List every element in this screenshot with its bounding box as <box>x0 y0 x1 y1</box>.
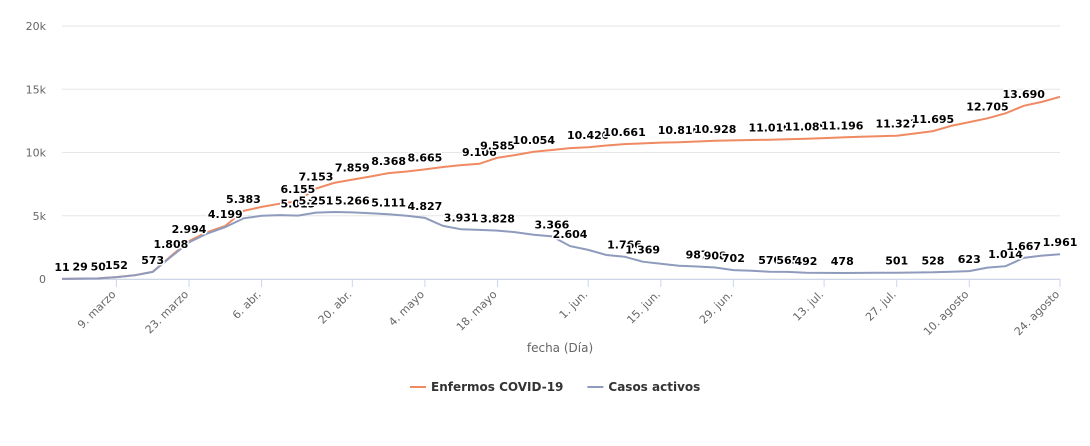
data-label: 11.010 <box>748 122 791 135</box>
data-label: 7.859 <box>335 162 370 175</box>
y-tick-label: 10k <box>26 147 47 160</box>
data-label: 1.808 <box>153 238 188 251</box>
data-label: 1.369 <box>625 244 660 257</box>
data-label: 11 <box>54 261 69 274</box>
series-line <box>61 210 1061 280</box>
data-label: 8.665 <box>408 151 443 164</box>
x-tick-label: 20. abr. <box>316 288 355 327</box>
data-label: 10.420 <box>567 129 610 142</box>
y-tick-label: 5k <box>33 210 47 223</box>
data-label: 10.054 <box>513 134 556 147</box>
x-tick-label: 27. jul. <box>863 288 899 324</box>
data-label: 1.961 <box>1043 236 1078 249</box>
y-tick-label: 0 <box>39 273 46 286</box>
data-label: 29 <box>72 261 87 274</box>
data-label: 8.368 <box>371 155 406 168</box>
data-label: 152 <box>105 259 128 272</box>
data-label: 1.766 <box>607 239 642 252</box>
x-tick-label: 1. jun. <box>557 288 591 322</box>
legend-label: Enfermos COVID-19 <box>431 380 563 394</box>
data-label: 2.604 <box>553 228 588 241</box>
data-label: 1.667 <box>1006 240 1041 253</box>
data-label: 12.705 <box>966 100 1008 113</box>
series-line <box>61 95 1061 280</box>
data-label: 987 <box>686 249 709 262</box>
data-label: 570 <box>758 254 781 267</box>
legend: Enfermos COVID-19 Casos activos <box>410 380 700 394</box>
data-label: 11.196 <box>821 119 864 132</box>
x-tick-label: 10. agosto <box>921 288 972 339</box>
x-axis-title: fecha (Día) <box>527 341 593 355</box>
data-label: 528 <box>921 254 944 267</box>
x-tick-label: 15. jun. <box>624 288 663 327</box>
data-label: 50 <box>91 260 107 273</box>
x-tick-label: 29. jun. <box>697 288 736 327</box>
x-tick-label: 23. marzo <box>143 288 192 337</box>
data-label: 10.816 <box>658 124 701 137</box>
data-label: 11.327 <box>875 118 917 131</box>
data-label: 11.089 <box>785 121 827 134</box>
data-label: 4.827 <box>408 200 443 213</box>
data-label: 573 <box>141 254 164 267</box>
data-label: 5.111 <box>371 196 406 209</box>
data-label: 10.661 <box>603 126 645 139</box>
y-tick-label: 15k <box>26 83 47 96</box>
data-label: 7.153 <box>299 171 334 184</box>
data-label: 565 <box>776 254 799 267</box>
legend-label: Casos activos <box>608 380 700 394</box>
data-label: 9.106 <box>462 146 497 159</box>
x-tick-label: 24. agosto <box>1012 288 1063 339</box>
data-label: 3.366 <box>535 218 570 231</box>
x-tick-label: 4. mayo <box>386 288 427 329</box>
data-label: 1.014 <box>988 248 1023 261</box>
data-label: 702 <box>722 252 745 265</box>
data-label: 11.695 <box>912 113 954 126</box>
data-label: 501 <box>885 255 908 268</box>
data-label: 13.690 <box>1002 88 1045 101</box>
data-label: 623 <box>958 253 981 266</box>
data-label: 5.015 <box>280 198 315 211</box>
data-label: 4.199 <box>208 208 243 221</box>
data-label: 9.585 <box>480 140 515 153</box>
data-label: 10.928 <box>694 123 736 136</box>
data-label: 3.931 <box>444 211 479 224</box>
data-label: 3.828 <box>480 213 515 226</box>
data-label: 5.383 <box>226 193 261 206</box>
data-label: 5.266 <box>335 194 370 207</box>
data-label: 492 <box>794 255 817 268</box>
y-tick-label: 20k <box>26 20 47 33</box>
data-label: 908 <box>704 250 727 263</box>
data-label: 2.994 <box>172 223 207 236</box>
x-tick-label: 18. mayo <box>454 288 500 334</box>
data-label: 6.155 <box>280 183 315 196</box>
x-tick-label: 9. marzo <box>75 288 119 332</box>
data-label: 478 <box>831 255 854 268</box>
x-tick-label: 6. abr. <box>230 288 264 322</box>
data-label: 5.251 <box>299 195 334 208</box>
x-tick-label: 13. jul. <box>790 288 826 324</box>
